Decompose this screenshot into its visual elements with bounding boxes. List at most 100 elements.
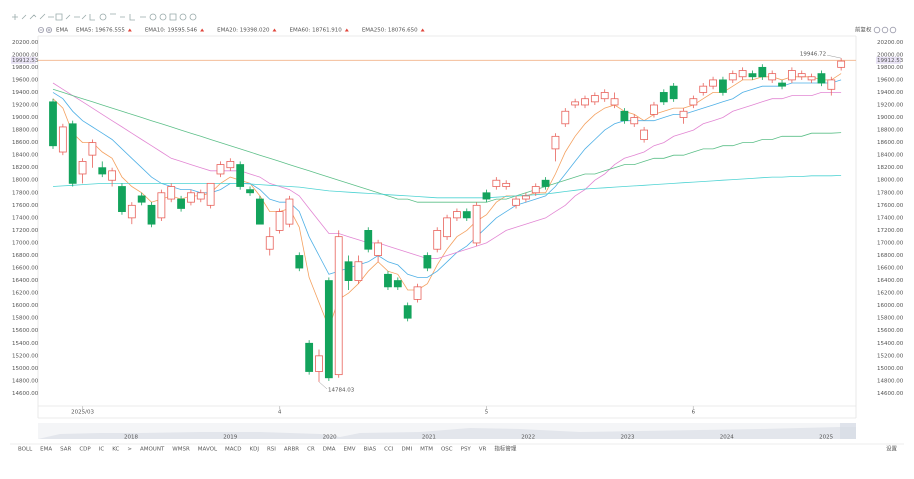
candle-body	[807, 76, 816, 81]
y-tick-label: 16000.00	[12, 303, 39, 309]
candle-body	[531, 186, 540, 194]
candle-body	[551, 135, 560, 150]
toolbar[interactable]	[12, 13, 197, 21]
candle-body	[787, 70, 796, 81]
candle-body	[413, 286, 422, 300]
y-tick-label-right: 18000.00	[877, 178, 904, 184]
y-tick-label: 18600.00	[12, 140, 39, 146]
y-tick-label: 15400.00	[12, 341, 39, 347]
indicator-tab[interactable]: CCI	[384, 447, 394, 453]
navigator-window[interactable]	[840, 423, 856, 439]
navigator-year: 2022	[521, 435, 535, 441]
indicator-tab[interactable]: OSC	[441, 447, 453, 453]
y-tick-label: 16400.00	[12, 278, 39, 284]
indicator-tab[interactable]: >	[127, 447, 132, 453]
navigator-year: 2019	[223, 435, 237, 441]
indicator-tab[interactable]: DMA	[323, 447, 336, 453]
legend-label: EMA250: 18076.650	[362, 28, 418, 34]
indicator-tab[interactable]: CR	[307, 447, 315, 453]
legend-label: EMA20: 19398.020	[217, 28, 270, 34]
legend-arrow	[127, 28, 132, 32]
candle-body	[561, 110, 570, 125]
y-tick-label: 15600.00	[12, 328, 39, 334]
y-tick-label-right: 15600.00	[877, 328, 904, 334]
y-tick-label: 17600.00	[12, 203, 39, 209]
legend-arrow	[272, 28, 277, 32]
indicator-tab[interactable]: BOLL	[18, 447, 33, 453]
low-label: 14784.03	[328, 387, 355, 393]
y-tick-label: 19400.00	[12, 90, 39, 96]
y-tick-label-right: 19600.00	[877, 77, 904, 83]
y-tick-label: 18800.00	[12, 128, 39, 134]
indicator-tab[interactable]: BIAS	[364, 447, 377, 453]
indicator-tab[interactable]: PSY	[461, 447, 472, 453]
y-tick-label-right: 19400.00	[877, 90, 904, 96]
indicator-tab[interactable]: SAR	[60, 447, 71, 453]
candle-body	[157, 192, 166, 219]
indicator-tab[interactable]: MAVOL	[198, 447, 218, 453]
y-tick-label-right: 19000.00	[877, 115, 904, 121]
indicator-tab[interactable]: EMV	[344, 447, 356, 453]
candle-body	[728, 73, 737, 81]
navigator-year: 2020	[323, 435, 337, 441]
y-tick-label-right: 15400.00	[877, 341, 904, 347]
indicator-tab[interactable]: IC	[99, 447, 105, 453]
ema-line	[52, 82, 842, 259]
legend-controls[interactable]	[38, 26, 897, 34]
y-tick-label-right: 17600.00	[877, 203, 904, 209]
candle-body	[453, 211, 461, 219]
y-tick-label: 15800.00	[12, 316, 39, 322]
candle-body	[98, 167, 107, 175]
indicator-tab[interactable]: CDP	[79, 447, 91, 453]
indicator-tab[interactable]: MTM	[420, 447, 433, 453]
y-tick-label-right: 19200.00	[877, 102, 904, 108]
y-tick-label: 15000.00	[12, 366, 39, 372]
candle-body	[600, 92, 609, 100]
candle-body	[167, 186, 176, 200]
candle-body	[423, 255, 432, 269]
last-price-box-right	[876, 56, 901, 64]
y-tick-label-right: 15800.00	[877, 316, 904, 322]
indicator-tab[interactable]: ARBR	[284, 447, 299, 453]
candle-body	[827, 79, 836, 90]
legend-arrow	[344, 28, 349, 32]
candle-body	[137, 195, 146, 203]
y-tick-label-right: 15200.00	[877, 353, 904, 359]
indicator-tab[interactable]: DMI	[401, 447, 412, 453]
adjust-mode[interactable]: 前复权	[855, 26, 872, 34]
candle-body	[462, 211, 471, 219]
candle-body	[334, 236, 343, 376]
indicator-tab[interactable]: VR	[479, 447, 487, 453]
candle-body	[748, 73, 757, 78]
candle-body	[118, 186, 126, 212]
candle-body	[640, 129, 649, 140]
candle-body	[275, 211, 284, 231]
candle-body	[187, 192, 195, 203]
indicator-tab[interactable]: WMSR	[172, 447, 190, 453]
indicator-tab[interactable]: KDJ	[250, 447, 260, 453]
candle-body	[344, 261, 353, 281]
y-tick-label-right: 20000.00	[877, 52, 904, 58]
indicator-tab[interactable]: MACD	[225, 447, 242, 453]
indicator-tab[interactable]: AMOUNT	[140, 447, 165, 453]
last-price-label: 19912.53	[12, 58, 39, 64]
x-tick-label: 4	[278, 410, 282, 416]
navigator-year: 2024	[720, 435, 734, 441]
candle-body	[689, 98, 698, 106]
candle-body	[581, 98, 589, 106]
candle-body	[177, 198, 185, 209]
candle-body	[610, 98, 619, 106]
ema-line	[52, 73, 842, 329]
indicator-tab[interactable]: 指标管理	[494, 445, 517, 453]
settings[interactable]: 设置	[886, 445, 898, 453]
candle-body	[443, 217, 451, 238]
legend-label: EMA5: 19676.555	[76, 28, 125, 34]
navigator-year: 2018	[124, 435, 138, 441]
indicator-tab[interactable]: KC	[112, 447, 119, 453]
ema-line	[52, 88, 842, 203]
candle-body	[305, 342, 314, 372]
last-price-label-right: 19912.53	[877, 58, 904, 64]
indicator-tab[interactable]: RSI	[267, 447, 276, 453]
y-tick-label: 17000.00	[12, 240, 39, 246]
indicator-tab[interactable]: EMA	[40, 447, 52, 453]
